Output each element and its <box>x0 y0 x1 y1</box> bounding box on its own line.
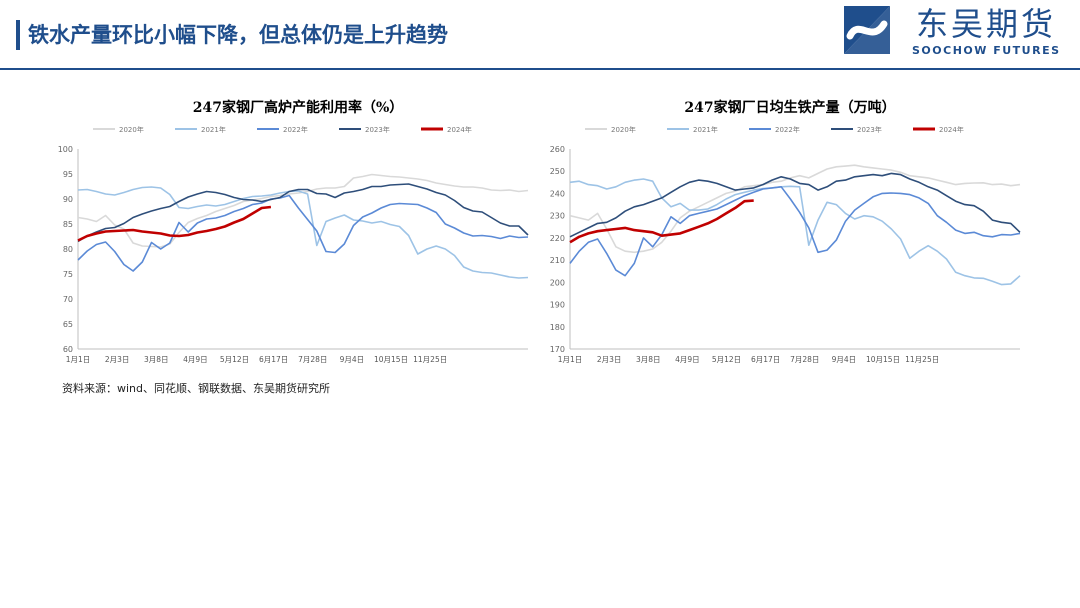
y-tick-label: 210 <box>550 256 565 265</box>
legend-label: 2024年 <box>447 125 472 134</box>
y-tick-label: 95 <box>63 170 73 179</box>
series-line-2022年 <box>569 186 1021 277</box>
x-tick-label: 1月1日 <box>66 355 91 364</box>
x-tick-label: 9月4日 <box>340 355 365 364</box>
x-tick-label: 10月15日 <box>374 355 408 364</box>
series-line-2024年 <box>77 205 272 242</box>
y-tick-label: 75 <box>63 270 73 279</box>
header-divider <box>0 68 1080 70</box>
y-tick-label: 65 <box>63 320 73 329</box>
y-tick-label: 60 <box>63 345 73 354</box>
logo-mark-icon <box>838 4 896 56</box>
legend-label: 2020年 <box>119 125 144 134</box>
chart-svg: 247家钢厂高炉产能利用率（%） 2020年 2021年 2022年 2023年 2024… <box>58 99 529 364</box>
x-tick-label: 5月12日 <box>220 355 249 364</box>
x-tick-label: 6月17日 <box>259 355 288 364</box>
series-line-2023年 <box>77 183 529 243</box>
header: 铁水产量环比小幅下降，但总体仍是上升趋势 东吴期货 SOOCHOW FUTURE… <box>0 0 1080 74</box>
y-tick-label: 220 <box>550 234 565 243</box>
y-tick-label: 250 <box>550 167 565 176</box>
chart-blast-furnace-utilization: 247家钢厂高炉产能利用率（%） 2020年 2021年 2022年 2023年 2024… <box>58 86 538 376</box>
y-tick-label: 180 <box>550 323 565 332</box>
x-tick-label: 9月4日 <box>832 355 857 364</box>
company-logo: 东吴期货 SOOCHOW FUTURES <box>838 4 1078 64</box>
y-tick-label: 190 <box>550 301 565 310</box>
x-tick-label: 10月15日 <box>866 355 900 364</box>
legend-label: 2022年 <box>283 125 308 134</box>
x-tick-label: 6月17日 <box>751 355 780 364</box>
x-tick-label: 4月9日 <box>675 355 700 364</box>
y-tick-label: 260 <box>550 145 565 154</box>
y-tick-label: 70 <box>63 295 73 304</box>
logo-text-en: SOOCHOW FUTURES <box>912 44 1061 57</box>
y-tick-label: 170 <box>550 345 565 354</box>
series-line-2022年 <box>77 194 529 272</box>
series-line-2021年 <box>77 186 529 279</box>
x-tick-label: 7月28日 <box>790 355 819 364</box>
legend-label: 2023年 <box>857 125 882 134</box>
y-tick-label: 85 <box>63 220 73 229</box>
y-tick-label: 200 <box>550 278 565 287</box>
series-line-2020年 <box>77 173 529 248</box>
page-title: 铁水产量环比小幅下降，但总体仍是上升趋势 <box>28 23 448 47</box>
legend-label: 2023年 <box>365 125 390 134</box>
chart-svg: 247家钢厂日均生铁产量（万吨） 2020年 2021年 2022年 2023年 2024… <box>550 99 1021 364</box>
legend-label: 2024年 <box>939 125 964 134</box>
series-line-2023年 <box>569 172 1021 238</box>
legend-label: 2021年 <box>693 125 718 134</box>
x-tick-label: 2月3日 <box>597 355 622 364</box>
x-tick-label: 5月12日 <box>712 355 741 364</box>
y-tick-label: 230 <box>550 212 565 221</box>
x-tick-label: 11月25日 <box>413 355 447 364</box>
logo-text-cn: 东吴期货 <box>916 5 1057 43</box>
series-line-2020年 <box>569 164 1021 254</box>
series-line-2021年 <box>569 178 1021 286</box>
series-line-2024年 <box>569 199 754 244</box>
chart-title: 247家钢厂日均生铁产量（万吨） <box>684 99 895 116</box>
legend-label: 2020年 <box>611 125 636 134</box>
source-note: 资料来源：wind、同花顺、钢联数据、东吴期货研究所 <box>62 382 331 395</box>
x-tick-label: 3月8日 <box>144 355 169 364</box>
x-tick-label: 4月9日 <box>183 355 208 364</box>
y-tick-label: 80 <box>63 245 73 254</box>
chart-title: 247家钢厂高炉产能利用率（%） <box>193 99 404 116</box>
y-tick-label: 240 <box>550 189 565 198</box>
x-tick-label: 3月8日 <box>636 355 661 364</box>
x-tick-label: 11月25日 <box>905 355 939 364</box>
legend-label: 2022年 <box>775 125 800 134</box>
y-tick-label: 100 <box>58 145 73 154</box>
x-tick-label: 7月28日 <box>298 355 327 364</box>
x-tick-label: 2月3日 <box>105 355 130 364</box>
title-accent-bar <box>16 20 20 50</box>
x-tick-label: 1月1日 <box>558 355 583 364</box>
chart-daily-pig-iron-output: 247家钢厂日均生铁产量（万吨） 2020年 2021年 2022年 2023年 2024… <box>550 86 1030 376</box>
legend-label: 2021年 <box>201 125 226 134</box>
y-tick-label: 90 <box>63 195 73 204</box>
